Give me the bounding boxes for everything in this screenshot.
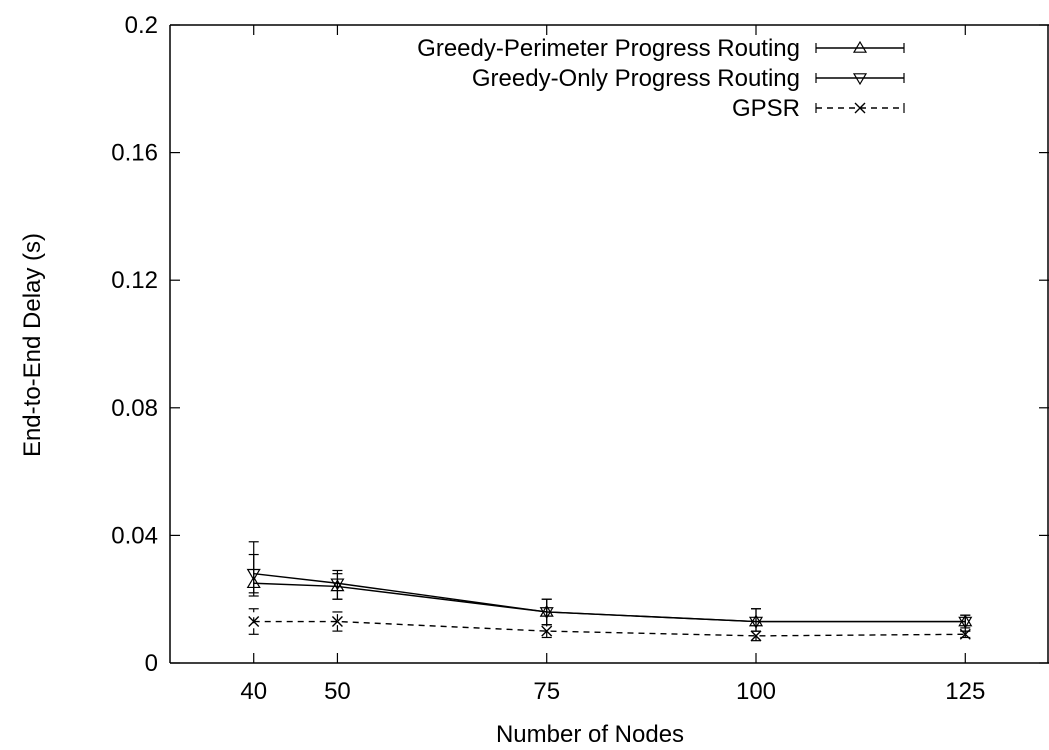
y-tick-label: 0.04: [111, 522, 158, 549]
y-tick-label: 0.08: [111, 395, 158, 422]
series-2: [246, 541, 973, 632]
y-tick-label: 0.16: [111, 140, 158, 167]
marker-x: [750, 630, 762, 642]
series-line: [253, 572, 966, 623]
axes: [169, 24, 1049, 664]
marker-x: [248, 616, 260, 628]
y-tick-label: 0.2: [125, 12, 158, 39]
series-line: [253, 620, 966, 637]
series: [246, 541, 973, 642]
series-3: [248, 608, 971, 642]
legend-label: Greedy-Only Progress Routing: [472, 65, 800, 92]
marker-x: [331, 616, 343, 628]
marker-x: [541, 625, 553, 637]
y-tick-label: 0: [145, 650, 158, 677]
marker-triangle-down: [958, 616, 973, 629]
marker-triangle-down: [539, 607, 554, 620]
marker-triangle-down: [246, 568, 261, 581]
ticks: 0 0.04 0.08 0.12 0.16 0.2 40 50 75 100 125: [111, 12, 1049, 705]
marker-triangle-down: [748, 616, 764, 629]
legend-label: GPSR: [732, 95, 800, 122]
legend-entry: Greedy-Perimeter Progress Routing: [417, 35, 905, 62]
marker-x: [854, 102, 866, 114]
legend-entry: GPSR: [732, 95, 905, 122]
x-tick-label: 40: [240, 678, 267, 705]
marker-triangle-down: [852, 73, 868, 86]
legend-label: Greedy-Perimeter Progress Routing: [417, 35, 800, 62]
series-line: [253, 582, 966, 623]
y-axis-label: End-to-End Delay (s): [19, 233, 46, 457]
error-bar: [541, 624, 552, 639]
x-tick-label: 75: [533, 678, 560, 705]
error-bar: [332, 611, 343, 632]
legend: Greedy-Perimeter Progress Routing Greedy-…: [417, 35, 905, 122]
legend-entry: Greedy-Only Progress Routing: [472, 65, 905, 92]
marker-triangle-up: [852, 40, 868, 53]
x-tick-label: 50: [324, 678, 351, 705]
x-tick-label: 100: [736, 678, 776, 705]
marker-triangle-down: [330, 578, 345, 591]
series-1: [246, 553, 973, 632]
error-bar: [248, 541, 259, 594]
y-tick-label: 0.12: [111, 267, 158, 294]
error-bar: [332, 569, 343, 600]
x-axis-label: Number of Nodes: [496, 721, 684, 748]
marker-x: [959, 628, 971, 640]
x-tick-label: 125: [945, 678, 985, 705]
